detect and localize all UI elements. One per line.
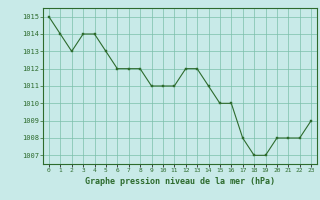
X-axis label: Graphe pression niveau de la mer (hPa): Graphe pression niveau de la mer (hPa): [85, 177, 275, 186]
